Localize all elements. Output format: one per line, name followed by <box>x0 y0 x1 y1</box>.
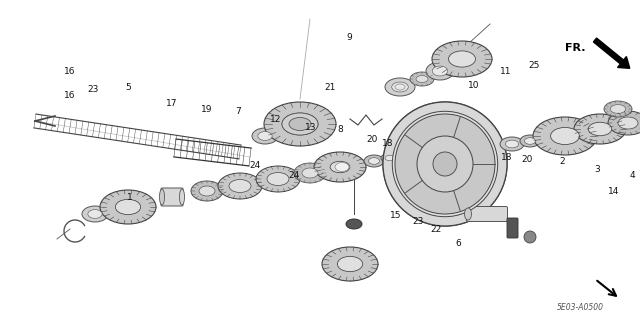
Ellipse shape <box>218 173 262 199</box>
Ellipse shape <box>364 155 384 167</box>
Ellipse shape <box>267 173 289 186</box>
Text: 7: 7 <box>235 108 241 116</box>
Ellipse shape <box>410 72 434 86</box>
Ellipse shape <box>383 102 507 226</box>
Text: 16: 16 <box>64 66 76 76</box>
Ellipse shape <box>381 153 399 163</box>
Circle shape <box>383 102 507 226</box>
Text: 18: 18 <box>382 138 394 147</box>
Ellipse shape <box>392 111 498 217</box>
Ellipse shape <box>395 84 405 90</box>
FancyBboxPatch shape <box>467 206 508 221</box>
Ellipse shape <box>465 208 472 220</box>
Ellipse shape <box>191 181 223 201</box>
Ellipse shape <box>179 189 184 205</box>
Ellipse shape <box>416 76 428 83</box>
Text: 3: 3 <box>594 166 600 174</box>
Text: 8: 8 <box>337 125 343 135</box>
Ellipse shape <box>314 152 366 182</box>
Ellipse shape <box>302 168 318 178</box>
Ellipse shape <box>82 206 108 222</box>
Text: 6: 6 <box>455 239 461 248</box>
Ellipse shape <box>289 117 311 130</box>
Ellipse shape <box>520 135 540 147</box>
Ellipse shape <box>550 128 579 145</box>
Ellipse shape <box>608 111 640 135</box>
Text: 23: 23 <box>87 85 99 94</box>
Ellipse shape <box>88 210 102 219</box>
Text: 1: 1 <box>127 192 133 202</box>
Ellipse shape <box>588 122 612 136</box>
Ellipse shape <box>256 166 300 192</box>
Ellipse shape <box>229 180 251 192</box>
Ellipse shape <box>500 137 524 151</box>
Ellipse shape <box>282 113 318 135</box>
Circle shape <box>395 114 495 214</box>
Text: 9: 9 <box>346 33 352 41</box>
Ellipse shape <box>533 117 597 155</box>
Ellipse shape <box>159 189 164 205</box>
Text: 13: 13 <box>305 122 317 131</box>
Ellipse shape <box>258 132 272 140</box>
Ellipse shape <box>385 78 415 96</box>
Ellipse shape <box>199 186 215 196</box>
Circle shape <box>524 231 536 243</box>
Ellipse shape <box>604 101 632 117</box>
Ellipse shape <box>385 155 395 161</box>
Text: 20: 20 <box>366 136 378 145</box>
Ellipse shape <box>100 190 156 224</box>
Ellipse shape <box>426 62 454 80</box>
Ellipse shape <box>369 158 380 164</box>
FancyBboxPatch shape <box>507 218 518 238</box>
Ellipse shape <box>611 105 626 113</box>
Text: 12: 12 <box>270 115 282 123</box>
Ellipse shape <box>294 163 326 183</box>
Text: 2: 2 <box>559 158 565 167</box>
Ellipse shape <box>335 162 349 172</box>
Ellipse shape <box>282 113 318 135</box>
Text: 25: 25 <box>528 62 540 70</box>
Text: 16: 16 <box>64 91 76 100</box>
Text: 23: 23 <box>412 218 424 226</box>
Text: 17: 17 <box>166 99 178 108</box>
Ellipse shape <box>330 161 350 173</box>
Text: 24: 24 <box>289 172 300 181</box>
Text: 14: 14 <box>608 188 620 197</box>
Text: 21: 21 <box>324 84 336 93</box>
Ellipse shape <box>618 117 638 129</box>
Text: 10: 10 <box>468 81 480 91</box>
Text: 11: 11 <box>500 68 512 77</box>
Text: 5E03-A0500: 5E03-A0500 <box>557 302 604 311</box>
Text: 24: 24 <box>250 160 260 169</box>
Ellipse shape <box>574 114 626 144</box>
Ellipse shape <box>322 247 378 281</box>
Ellipse shape <box>392 82 408 92</box>
Ellipse shape <box>432 66 448 76</box>
Ellipse shape <box>264 102 336 146</box>
FancyArrow shape <box>593 38 630 68</box>
Ellipse shape <box>449 51 476 67</box>
Text: 18: 18 <box>501 152 513 161</box>
Ellipse shape <box>525 138 536 144</box>
FancyBboxPatch shape <box>161 188 183 206</box>
Ellipse shape <box>346 219 362 229</box>
Text: 4: 4 <box>629 172 635 181</box>
Ellipse shape <box>506 140 518 148</box>
Ellipse shape <box>432 41 492 77</box>
Ellipse shape <box>252 128 278 144</box>
Text: 19: 19 <box>201 106 212 115</box>
Text: 5: 5 <box>125 84 131 93</box>
Circle shape <box>417 136 473 192</box>
Ellipse shape <box>115 199 141 215</box>
Text: FR.: FR. <box>564 43 585 53</box>
Text: 20: 20 <box>522 155 532 165</box>
Ellipse shape <box>337 256 363 272</box>
Circle shape <box>433 152 457 176</box>
Text: 22: 22 <box>430 226 442 234</box>
Text: 15: 15 <box>390 211 402 219</box>
